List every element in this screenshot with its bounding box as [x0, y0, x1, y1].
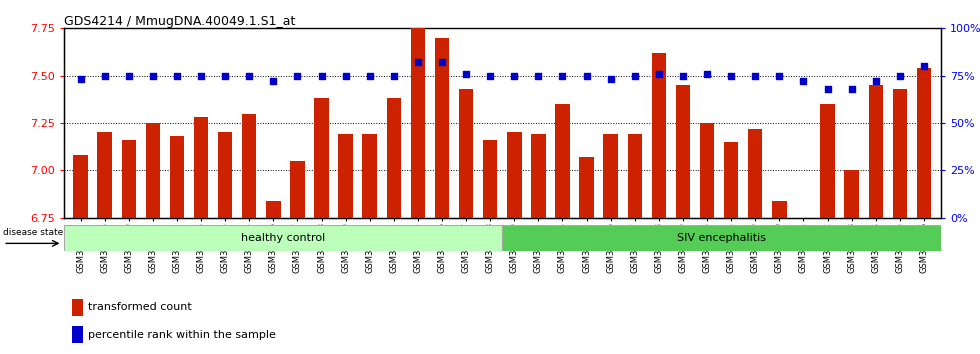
Bar — [772, 201, 787, 218]
Point — [145, 73, 161, 79]
Point — [97, 73, 113, 79]
Point — [916, 63, 932, 69]
Bar — [363, 135, 377, 218]
Point — [771, 73, 787, 79]
Bar — [170, 136, 184, 218]
Bar — [724, 142, 738, 218]
Point — [627, 73, 643, 79]
Point — [555, 73, 570, 79]
Bar — [502, 225, 941, 251]
Bar — [748, 129, 762, 218]
Bar — [146, 123, 160, 218]
Bar — [315, 98, 328, 218]
Bar — [579, 157, 594, 218]
Bar — [893, 89, 907, 218]
Bar — [676, 85, 690, 218]
Point — [170, 73, 185, 79]
Point — [121, 73, 136, 79]
Point — [266, 79, 281, 84]
Bar — [64, 225, 502, 251]
Bar — [916, 68, 931, 218]
Point — [819, 86, 835, 92]
Point — [314, 73, 329, 79]
Point — [434, 59, 450, 65]
Bar — [435, 38, 449, 218]
Point — [482, 73, 498, 79]
Bar — [242, 114, 257, 218]
Text: healthy control: healthy control — [241, 233, 325, 243]
Text: percentile rank within the sample: percentile rank within the sample — [88, 330, 276, 340]
Point — [386, 73, 402, 79]
Bar — [411, 28, 425, 218]
Text: SIV encephalitis: SIV encephalitis — [677, 233, 766, 243]
Point — [362, 73, 377, 79]
Bar — [97, 132, 112, 218]
Bar — [338, 135, 353, 218]
Bar — [73, 326, 83, 343]
Bar — [73, 299, 83, 315]
Point — [530, 73, 546, 79]
Point — [410, 59, 425, 65]
Point — [844, 86, 859, 92]
Bar — [652, 53, 666, 218]
Point — [651, 71, 666, 76]
Point — [218, 73, 233, 79]
Point — [241, 73, 257, 79]
Point — [459, 71, 474, 76]
Bar — [290, 161, 305, 218]
Point — [748, 73, 763, 79]
Bar — [386, 98, 401, 218]
Bar — [122, 140, 136, 218]
Point — [675, 73, 691, 79]
Point — [73, 76, 88, 82]
Bar — [700, 123, 714, 218]
Bar — [459, 89, 473, 218]
Bar — [604, 135, 618, 218]
Bar — [627, 135, 642, 218]
Bar — [267, 201, 280, 218]
Text: GDS4214 / MmugDNA.40049.1.S1_at: GDS4214 / MmugDNA.40049.1.S1_at — [64, 15, 295, 28]
Bar — [218, 132, 232, 218]
Point — [193, 73, 209, 79]
Point — [723, 73, 739, 79]
Bar — [74, 155, 88, 218]
Point — [507, 73, 522, 79]
Text: disease state: disease state — [3, 228, 64, 237]
Point — [868, 79, 884, 84]
Point — [579, 73, 595, 79]
Bar — [820, 104, 835, 218]
Point — [796, 79, 811, 84]
Bar — [194, 117, 209, 218]
Point — [338, 73, 354, 79]
Point — [892, 73, 907, 79]
Point — [699, 71, 714, 76]
Bar — [845, 170, 858, 218]
Point — [290, 73, 306, 79]
Text: transformed count: transformed count — [88, 302, 192, 312]
Bar — [507, 132, 521, 218]
Bar — [556, 104, 569, 218]
Point — [603, 76, 618, 82]
Bar — [868, 85, 883, 218]
Bar — [531, 135, 546, 218]
Bar — [483, 140, 498, 218]
